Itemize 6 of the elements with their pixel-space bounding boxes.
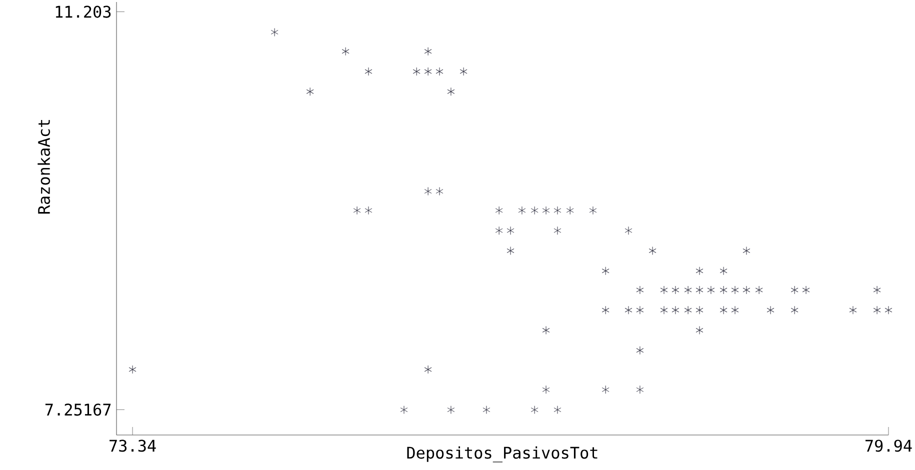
x-axis-title: Depositos_PasivosTot [407, 446, 598, 462]
y-axis-title: RazonkaAct [38, 120, 50, 214]
y-tick-label: 11.203 [56, 6, 111, 18]
y-tick-label: 7.25167 [45, 404, 111, 416]
x-tick-label: 73.34 [110, 440, 156, 452]
x-tick-label: 79.94 [866, 440, 912, 452]
